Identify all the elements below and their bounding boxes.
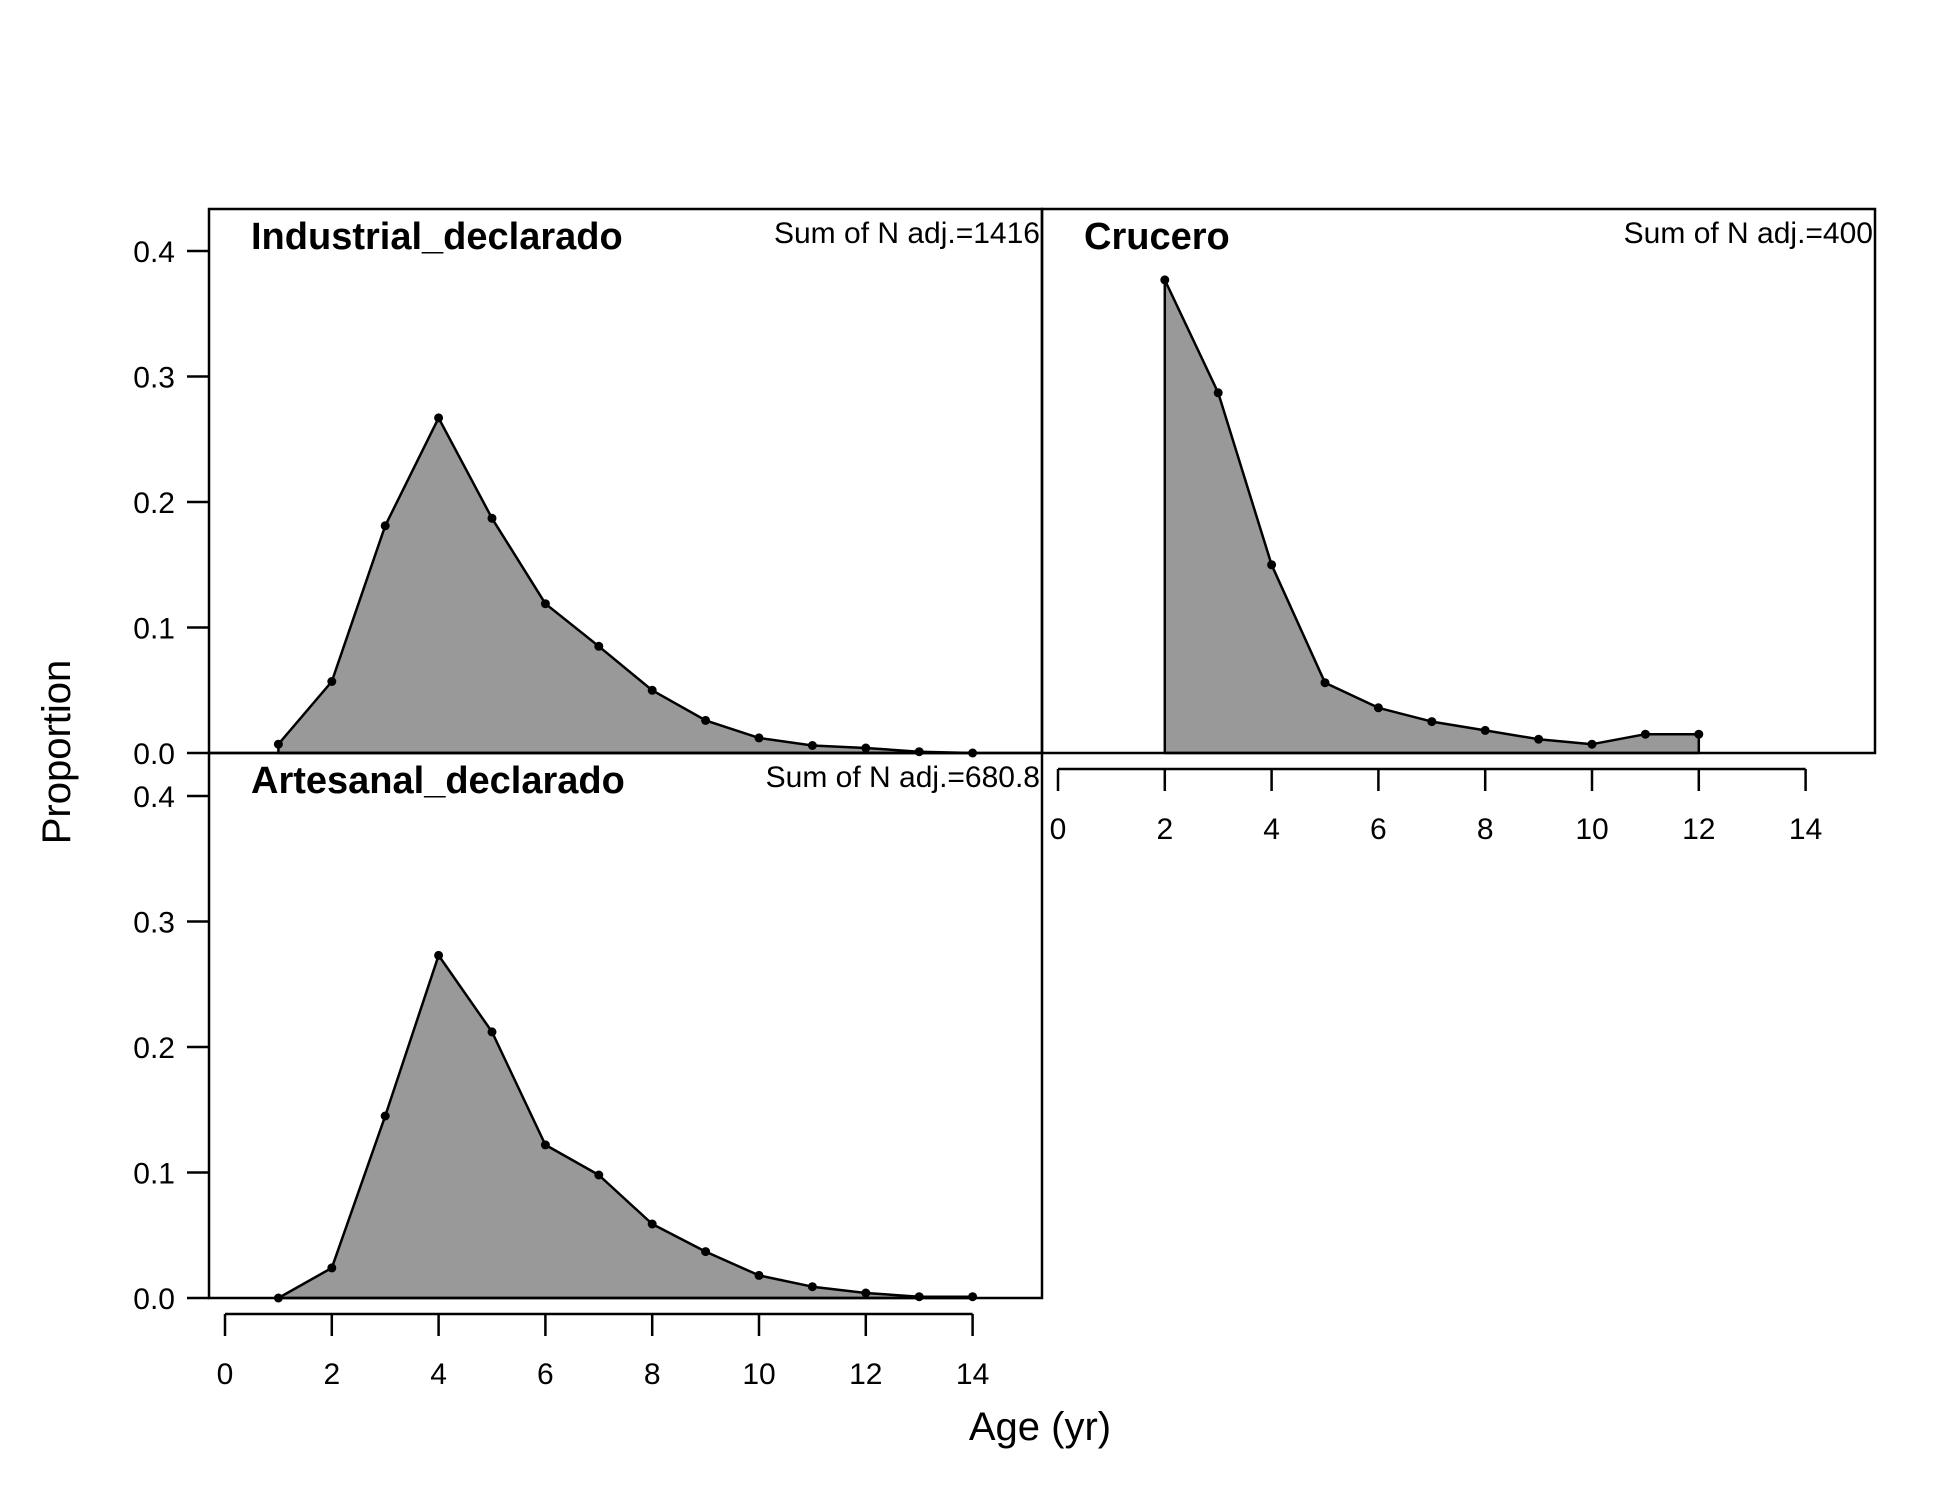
x-tick-label: 0 <box>1050 813 1067 846</box>
panel-artesanal-declarado: 0.0 0.1 0.2 0.3 0.4 0 2 4 6 8 10 12 14 Artesanal_decl… <box>133 751 1044 1391</box>
area-fill <box>277 416 974 755</box>
data-point-age-4 <box>434 950 444 960</box>
y-tick-label: 0.2 <box>133 1032 175 1065</box>
y-axis-title: Proportion <box>35 660 79 845</box>
data-point-age-8 <box>647 1219 657 1229</box>
area-fill <box>277 954 974 1300</box>
data-point-age-7 <box>594 641 604 651</box>
panel-title-artesanal-declarado: Artesanal_declarado <box>251 760 625 802</box>
data-point-age-11 <box>1640 729 1650 739</box>
x-axis-title: Age (yr) <box>969 1405 1111 1449</box>
y-tick-label: 0.1 <box>133 613 175 646</box>
data-point-age-9 <box>701 1247 711 1257</box>
y-tick-label: 0.2 <box>133 487 175 520</box>
data-point-age-12 <box>1694 729 1704 739</box>
x-tick-label: 6 <box>1370 813 1387 846</box>
data-point-age-10 <box>1587 739 1597 749</box>
y-tick-label: 0.4 <box>133 236 175 269</box>
data-point-age-6 <box>1373 703 1383 713</box>
data-point-age-4 <box>434 413 444 423</box>
data-point-age-7 <box>1427 717 1437 727</box>
x-tick-label: 12 <box>849 1358 882 1391</box>
x-tick-label: 12 <box>1682 813 1715 846</box>
data-point-age-9 <box>701 715 711 725</box>
panel-title-industrial-declarado: Industrial_declarado <box>251 216 623 258</box>
data-point-age-5 <box>487 1027 497 1037</box>
data-point-age-4 <box>1267 560 1277 570</box>
data-point-age-13 <box>914 1292 924 1302</box>
data-point-age-14 <box>968 1292 978 1302</box>
data-point-age-3 <box>1213 388 1223 398</box>
panel-annotation: Sum of N adj.=680.8 <box>766 761 1040 794</box>
data-point-age-8 <box>1480 725 1490 735</box>
x-tick-label: 8 <box>644 1358 661 1391</box>
data-point-age-12 <box>861 1288 871 1298</box>
y-tick-label: 0.3 <box>133 907 175 940</box>
data-point-age-3 <box>380 521 390 531</box>
x-tick-label: 10 <box>1575 813 1608 846</box>
x-tick-label: 6 <box>537 1358 554 1391</box>
data-point-age-13 <box>914 747 924 757</box>
data-point-age-5 <box>1320 678 1330 688</box>
panel-annotation: Sum of N adj.=400 <box>1624 217 1873 250</box>
data-point-age-10 <box>754 733 764 743</box>
data-point-age-7 <box>594 1170 604 1180</box>
data-point-age-11 <box>807 741 817 750</box>
area-fill <box>1163 278 1701 755</box>
data-point-age-1 <box>273 739 283 749</box>
x-tick-label: 4 <box>430 1358 447 1391</box>
data-point-age-12 <box>861 743 871 753</box>
y-tick-label: 0.3 <box>133 362 175 395</box>
y-tick-label: 0.1 <box>133 1158 175 1191</box>
data-point-age-11 <box>807 1282 817 1292</box>
x-tick-label: 0 <box>217 1358 234 1391</box>
panel-industrial-declarado: 0.0 0.1 0.2 0.3 0.4 Industrial_declarado Sum o… <box>133 207 1044 771</box>
x-tick-label: 2 <box>323 1358 340 1391</box>
y-tick-label: 0.4 <box>133 781 175 814</box>
data-point-age-10 <box>754 1270 764 1280</box>
panel-frame <box>1040 207 1877 755</box>
panel-title-crucero: Crucero <box>1084 216 1230 258</box>
panel-frame <box>207 751 1044 1300</box>
panel-crucero: 0 2 4 6 8 10 12 14 Crucero Sum of N adj.=400 <box>1040 207 1877 846</box>
panel-annotation: Sum of N adj.=1416 <box>774 217 1040 250</box>
x-tick-label: 8 <box>1477 813 1494 846</box>
data-point-age-5 <box>487 513 497 523</box>
x-tick-label: 14 <box>956 1358 989 1391</box>
data-point-age-2 <box>1160 275 1170 285</box>
data-point-age-2 <box>327 1263 337 1273</box>
x-tick-label: 10 <box>742 1358 775 1391</box>
data-point-age-8 <box>647 685 657 695</box>
y-tick-label: 0.0 <box>133 1283 175 1316</box>
x-tick-label: 4 <box>1263 813 1280 846</box>
x-tick-label: 14 <box>1789 813 1822 846</box>
y-tick-label: 0.0 <box>133 738 175 771</box>
data-point-age-2 <box>327 677 337 686</box>
data-point-age-3 <box>380 1111 390 1121</box>
data-point-age-9 <box>1534 734 1544 744</box>
data-point-age-6 <box>540 599 550 609</box>
x-tick-label: 2 <box>1156 813 1173 846</box>
data-point-age-6 <box>540 1140 550 1150</box>
